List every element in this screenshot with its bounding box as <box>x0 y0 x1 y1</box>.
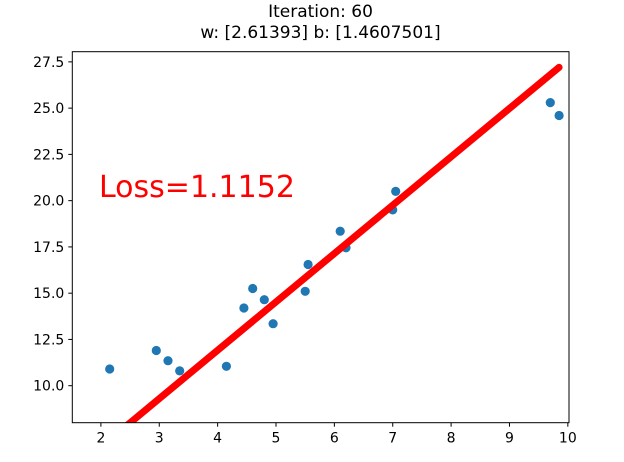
data-point <box>554 110 564 121</box>
y-tick-label: 20.0 <box>33 194 64 210</box>
data-point <box>545 98 555 108</box>
data-point <box>259 295 269 305</box>
y-tick-label: 10.0 <box>33 379 64 395</box>
data-point <box>335 226 345 236</box>
y-tick-label: 27.5 <box>33 55 64 71</box>
chart-title-line2: w: [2.61393] b: [1.4607501] <box>200 23 441 43</box>
regression-line <box>124 63 563 423</box>
y-tick-label: 17.5 <box>33 240 64 256</box>
x-axis-ticks: 2 3 4 5 6 7 8 9 10 <box>96 422 577 447</box>
data-point <box>391 186 401 196</box>
x-tick-label: 10 <box>559 431 577 447</box>
x-tick-label: 4 <box>213 431 222 447</box>
scatter-points <box>105 98 564 376</box>
data-point <box>268 319 278 329</box>
data-point <box>151 345 161 356</box>
x-tick-label: 5 <box>272 431 281 447</box>
data-point <box>105 364 115 374</box>
data-point <box>175 366 185 376</box>
axes-frame <box>71 51 570 424</box>
data-point <box>303 259 313 270</box>
x-tick-label: 9 <box>505 431 514 447</box>
x-tick-label: 2 <box>96 431 105 447</box>
data-point <box>163 356 173 366</box>
y-axis-ticks: 10.0 12.5 15.0 17.5 20.0 22.5 25.0 27.5 <box>33 55 73 395</box>
loss-annotation: Loss=1.1152 <box>99 170 295 205</box>
data-point <box>239 303 249 313</box>
chart-title: Iteration: 60 w: [2.61393] b: [1.4607501… <box>72 2 569 44</box>
data-point <box>248 283 258 294</box>
x-tick-label: 6 <box>330 431 339 447</box>
y-tick-label: 25.0 <box>33 101 64 117</box>
x-tick-label: 7 <box>388 431 397 447</box>
y-tick-label: 12.5 <box>33 332 64 348</box>
y-tick-label: 15.0 <box>33 286 64 302</box>
x-tick-label: 8 <box>447 431 456 447</box>
data-point <box>300 286 310 296</box>
chart-title-line1: Iteration: 60 <box>268 2 373 22</box>
y-tick-label: 22.5 <box>33 147 64 163</box>
data-point <box>221 361 231 371</box>
x-tick-label: 3 <box>155 431 164 447</box>
